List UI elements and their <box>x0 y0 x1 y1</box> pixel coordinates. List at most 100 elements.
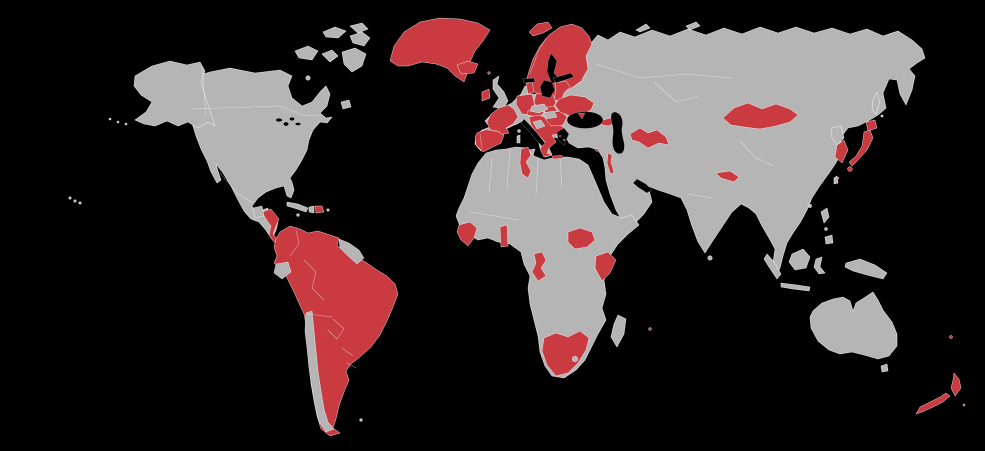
border-india-north <box>687 193 713 199</box>
island-victoria <box>294 45 319 61</box>
island-chatham <box>962 403 966 407</box>
island-southampton <box>305 75 311 81</box>
region-korea-north <box>830 125 845 146</box>
sea-persian-gulf <box>632 178 653 194</box>
island-puerto-rico <box>326 208 330 212</box>
island-severnaya <box>685 21 701 31</box>
island-hawaii-1 <box>68 196 72 200</box>
world-map-svg <box>40 16 985 451</box>
island-arctic-2 <box>322 26 347 39</box>
border-norway-sweden <box>529 37 547 75</box>
island-hawaii-2 <box>73 199 77 203</box>
island-cuba <box>286 201 309 213</box>
country-iceland <box>456 60 479 75</box>
border-sahel <box>469 211 519 221</box>
island-sri-lanka <box>707 255 713 261</box>
region-crimea <box>577 112 586 120</box>
country-guatemala <box>252 205 265 219</box>
island-ellesmere <box>349 31 371 47</box>
japan-honshu <box>848 129 874 167</box>
country-chile <box>304 310 335 433</box>
sea-gulf-of-finland <box>552 72 575 84</box>
country-bosnia <box>532 119 546 130</box>
island-mindanao <box>824 234 834 245</box>
country-guinea <box>456 221 478 247</box>
island-aegean-2 <box>562 138 566 142</box>
border-kazakhstan <box>653 81 699 103</box>
island-sardinia <box>516 134 521 144</box>
island-tasmania <box>880 363 889 373</box>
lake-superior <box>275 117 283 123</box>
border-paraguay <box>327 318 345 340</box>
island-madagascar <box>610 314 627 348</box>
island-aleutian-1 <box>108 117 112 121</box>
sea-layer <box>275 52 653 194</box>
border-portugal-spain <box>479 133 483 150</box>
country-south-africa <box>541 330 590 377</box>
region-north-america <box>188 67 333 252</box>
island-haiti <box>308 205 315 214</box>
country-fiji <box>949 335 953 339</box>
japan-okinawa <box>836 176 840 180</box>
region-alaska <box>133 60 216 129</box>
country-ecuador <box>273 261 292 280</box>
country-dominican-republic <box>314 205 325 214</box>
border-france-spain <box>485 129 501 133</box>
border-siberia-south <box>595 63 733 79</box>
island-sulawesi <box>813 256 826 275</box>
country-france <box>486 104 519 136</box>
country-benin <box>499 224 509 248</box>
border-africa-2 <box>506 149 511 189</box>
sea-skagerrak <box>522 77 536 84</box>
country-ireland <box>481 88 491 102</box>
island-baffin <box>341 47 367 73</box>
region-great-britain <box>492 75 509 110</box>
country-czechia <box>529 103 549 114</box>
island-kuril <box>880 114 884 118</box>
country-kenya <box>594 251 617 282</box>
sea-caspian <box>610 111 625 155</box>
region-lebanon-israel <box>606 152 615 175</box>
island-falklands <box>359 418 363 422</box>
island-hainan <box>808 204 812 208</box>
border-colombia-venezuela <box>289 229 300 257</box>
island-sumatra <box>763 253 782 280</box>
island-arctic-1 <box>321 49 339 63</box>
border-alaska-canada <box>201 65 207 117</box>
island-hawaii-3 <box>78 201 82 205</box>
island-aegean-1 <box>558 134 562 138</box>
island-corsica <box>517 129 521 133</box>
sea-adriatic <box>520 118 546 147</box>
island-jamaica <box>296 213 300 217</box>
country-mongolia <box>722 102 799 130</box>
highlight-layer <box>261 17 966 437</box>
region-africa <box>455 146 640 379</box>
border-africa-3 <box>535 158 539 195</box>
island-new-guinea <box>844 258 888 280</box>
border-argentina-brazil <box>341 347 354 357</box>
border-layer <box>191 37 775 369</box>
country-hungary <box>542 110 558 120</box>
border-us-mexico <box>219 172 254 204</box>
border-china-south <box>739 140 775 167</box>
island-java <box>780 282 811 292</box>
world-map <box>40 16 985 451</box>
country-nepal <box>715 170 740 183</box>
island-visayas <box>824 227 828 231</box>
sea-baltic <box>539 79 556 99</box>
country-mauritius <box>648 327 652 331</box>
country-congo <box>531 251 547 282</box>
border-uruguay <box>346 362 357 369</box>
island-novaya-zemlya <box>635 23 651 33</box>
lake-huron <box>289 117 295 121</box>
border-africa-1 <box>488 157 493 193</box>
island-luzon <box>820 207 830 224</box>
region-guyanas <box>338 238 365 265</box>
nz-south-island <box>915 392 951 415</box>
country-south-sudan <box>567 227 596 250</box>
island-sakhalin <box>871 91 881 115</box>
island-aleutian-3 <box>124 122 128 126</box>
region-iberia <box>474 128 505 153</box>
japan-hokkaido <box>865 119 878 132</box>
country-tunisia <box>519 146 532 179</box>
